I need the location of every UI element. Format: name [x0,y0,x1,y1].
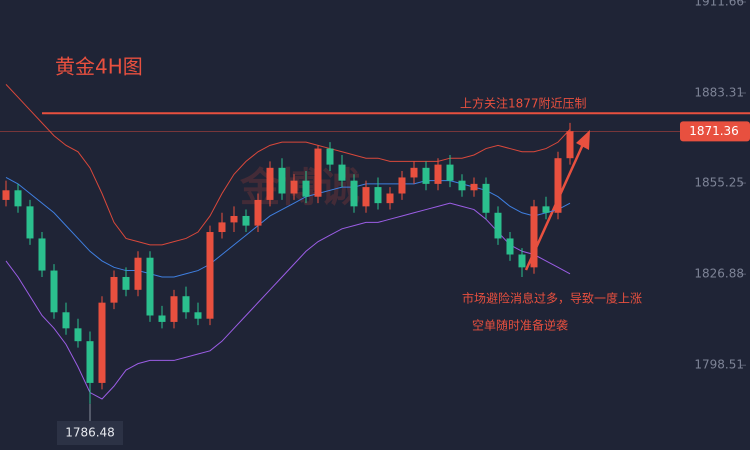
candle-body [26,206,34,239]
candle-body [98,302,106,383]
candle-body [314,148,322,197]
band-line [5,202,571,400]
candle-body [338,164,346,181]
band-line [5,84,571,246]
candle-body [122,276,130,290]
candle-body [434,164,442,184]
candle-body [170,296,178,322]
annotation: 市场避险消息过多，导致一度上涨 [462,291,642,306]
candle-body [530,206,538,268]
candle-body [458,180,466,191]
candle-body [134,257,142,290]
candle-body [62,312,70,329]
candle-body [422,167,430,184]
candle-body [38,238,46,271]
candle-body [350,180,358,207]
candle-body [374,187,382,204]
annotation: 空单随时准备逆袭 [472,318,568,333]
candle-body [182,296,190,313]
candle-body [110,276,118,303]
y-tick-label: 1855.25 [694,176,744,190]
candle-body [410,167,418,178]
low-box [57,421,123,445]
candle-body [482,183,490,213]
candle-body [542,206,550,213]
candle-body [290,180,298,194]
candle-body [2,190,10,200]
candle-body [230,215,238,223]
y-tick-label: 1826.88 [694,267,744,281]
chart-title: 黄金4H图 [55,55,143,79]
candle-body [218,222,226,233]
candle-body [146,257,154,316]
candle-body [518,254,526,268]
arrow-head [576,130,590,150]
candle-body [50,270,58,313]
candle-body [158,315,166,322]
candle-body [566,131,574,159]
candle-body [74,328,82,342]
last-price-label: 1871.36 [689,124,739,138]
low-label: 1786.48 [65,426,115,440]
candle-body [302,180,310,197]
candle-body [554,158,562,213]
candle-body [362,187,370,207]
candle-body [386,193,394,204]
candle-body [398,177,406,194]
y-tick-label: 1798.51 [694,358,744,372]
y-tick-label: 1883.31 [694,85,744,99]
candle-body [470,183,478,191]
annotation: 上方关注1877附近压制 [460,96,587,111]
candle-body [254,199,262,226]
last-price-box [680,121,750,142]
candle-body [266,167,274,200]
candle-body [14,190,22,207]
candle-body [194,312,202,319]
candle-body [278,167,286,194]
candle-body [86,341,94,383]
candle-body [494,212,502,239]
candle-body [326,148,334,165]
candle-body [446,164,454,181]
candle-body [242,215,250,226]
y-tick-label: 1911.66 [694,0,744,8]
candle-body [206,232,214,319]
candle-body [506,238,514,255]
